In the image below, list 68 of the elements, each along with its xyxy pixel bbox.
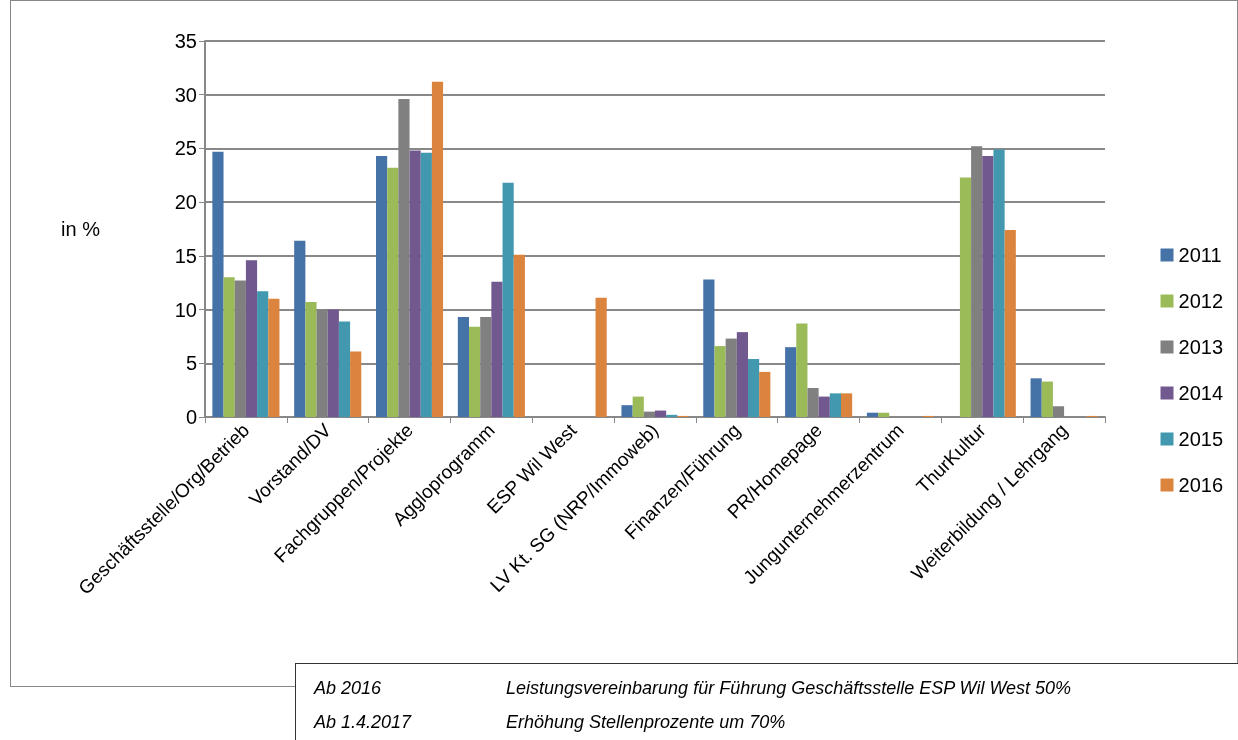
bar [350,351,362,417]
bar [305,302,317,417]
bar [480,317,492,417]
bar [1030,378,1042,417]
bar [621,405,633,417]
y-tick-label: 0 [185,406,197,428]
bar [327,309,339,417]
bar [807,387,819,417]
bar [632,396,644,417]
text: Erhöhung Stellenprozente um 70% [506,712,787,734]
text: Leistungsvereinbarung für Führung Geschäftsstelle ESP Wil West 50% [506,678,1073,700]
bar [866,412,879,417]
bar [982,155,994,417]
bar [469,326,481,417]
bar [420,152,432,417]
bar [376,155,388,417]
bar [223,277,235,417]
bar [257,291,269,417]
bar [294,240,306,417]
bar [245,260,258,417]
bar [818,396,830,417]
bar [725,338,737,417]
bar [387,167,399,417]
bar [993,149,1005,417]
legend-label: 2013 [1178,336,1224,358]
bar [643,411,655,417]
bar [1052,406,1065,417]
bar [796,323,808,417]
bar [703,279,715,417]
y-tick-label: 25 [174,137,197,160]
bar [431,81,444,417]
bar [502,182,514,417]
y-tick-label: 30 [174,83,197,106]
legend-label: 2011 [1178,244,1222,266]
legend-label: 2012 [1178,290,1224,312]
y-tick-label: 35 [174,30,197,52]
bar [491,281,503,417]
text: Ab 1.4.2017 [314,712,413,734]
bar [595,297,607,417]
bar [268,298,280,417]
y-axis-title: in % [61,218,101,240]
bar [666,414,678,417]
y-tick-label: 5 [185,352,197,375]
y-tick-label: 20 [174,191,197,214]
bar [1041,381,1053,417]
bar [212,151,224,417]
legend-label: 2015 [1178,428,1224,450]
bar [714,346,726,417]
bar [338,321,351,417]
y-tick-label: 10 [174,298,197,321]
bar [409,150,421,417]
bar [234,280,246,417]
legend-label: 2014 [1178,382,1224,404]
text: Ab 2016 [314,678,383,700]
bar [748,358,760,417]
bar [736,332,748,417]
bar [959,177,972,417]
bar [878,412,890,417]
bar [655,410,667,417]
bar [785,347,797,417]
bar [513,254,525,417]
bar [457,317,469,417]
legend-label: 2016 [1178,474,1224,496]
y-tick-label: 15 [174,244,197,267]
bar [829,393,841,417]
bar [759,371,771,417]
bar [1004,230,1016,417]
bar [841,393,853,417]
